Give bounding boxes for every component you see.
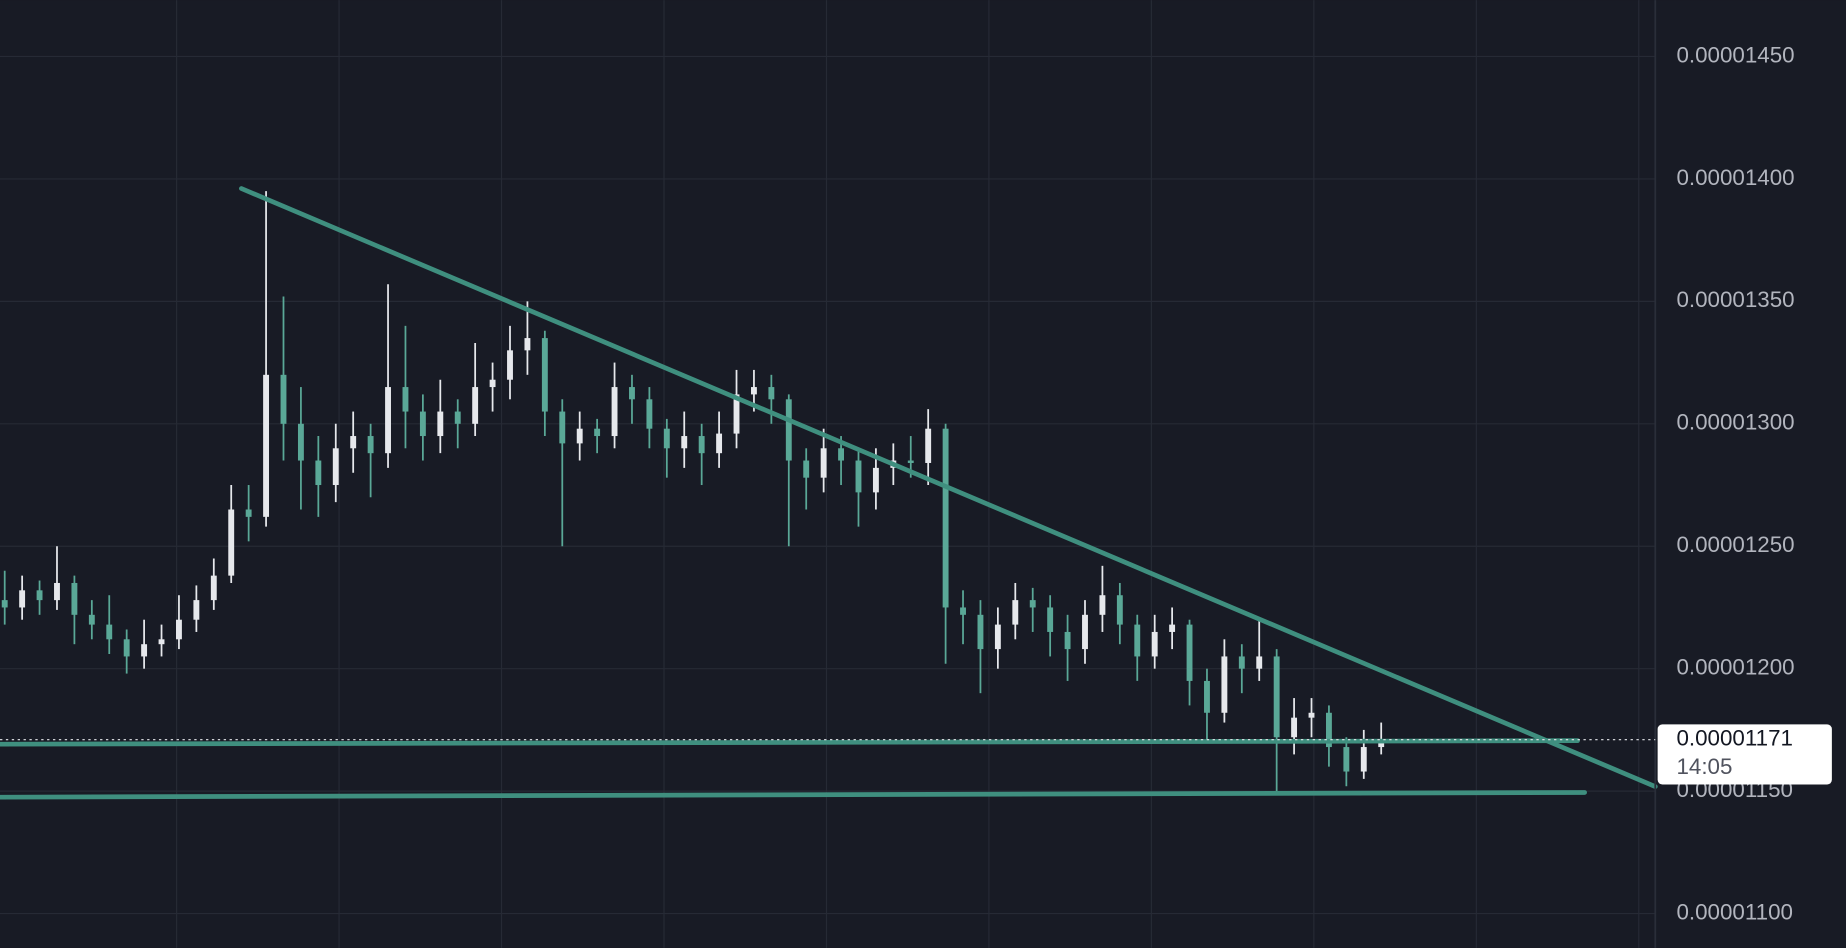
candle-body	[977, 614, 984, 650]
candle-body	[768, 387, 775, 400]
candle-body	[54, 582, 60, 601]
candle-body	[716, 433, 723, 454]
candle-body	[663, 428, 670, 449]
candles	[1, 191, 1385, 792]
candle-body	[698, 436, 705, 454]
last-price: 0.00001171 14:05	[0, 724, 1832, 785]
candle-body	[1291, 717, 1298, 738]
candle-body	[71, 582, 78, 615]
y-tick-label: 0.00001450	[1676, 42, 1794, 67]
candle-body	[297, 423, 304, 461]
candle-body	[1029, 600, 1036, 608]
y-tick-label: 0.00001400	[1676, 165, 1794, 190]
candle-body	[158, 639, 165, 645]
candle-body	[36, 590, 43, 601]
y-tick-label: 0.00001350	[1676, 287, 1794, 312]
candle-body	[1343, 747, 1350, 772]
candle-body	[994, 624, 1001, 650]
candle-body	[1099, 595, 1106, 615]
candle-body	[437, 411, 444, 437]
candle-body	[454, 411, 461, 424]
candle-body	[960, 607, 966, 615]
candle-body	[332, 448, 339, 486]
candle-body	[176, 619, 182, 640]
candle-body	[1151, 631, 1158, 657]
last-price-box	[1657, 724, 1832, 785]
candle-body	[1012, 600, 1019, 625]
candle-body	[1186, 624, 1193, 681]
candle-body	[1273, 656, 1280, 738]
candle-body	[611, 387, 618, 437]
candle-body	[576, 428, 583, 444]
candle-body	[1325, 712, 1332, 748]
candle-body	[733, 394, 740, 434]
candle-body	[1221, 656, 1228, 713]
candle-body	[385, 387, 391, 454]
candle-body	[1134, 624, 1141, 657]
candle-body	[1047, 607, 1054, 632]
candle-body	[19, 590, 26, 608]
candle-body	[629, 387, 635, 400]
candle-body	[1308, 712, 1315, 718]
candle-body	[419, 411, 426, 437]
candle-body	[942, 428, 949, 608]
candle-body	[855, 460, 862, 493]
price-axis: 0.000011000.000011500.000012000.00001250…	[1676, 42, 1794, 924]
candle-body	[820, 448, 827, 478]
candle-body	[681, 436, 688, 449]
drawings	[0, 186, 1658, 800]
candle-body	[193, 600, 200, 620]
y-tick-label: 0.00001250	[1676, 532, 1794, 557]
trendline	[238, 186, 1658, 789]
candle-body	[1360, 747, 1367, 772]
candle-body	[907, 460, 914, 463]
candle-body	[123, 639, 130, 657]
candle-body	[489, 379, 496, 388]
candle-body	[350, 436, 357, 449]
candle-body	[785, 399, 792, 461]
y-tick-label: 0.00001200	[1676, 655, 1794, 680]
candle-body	[1169, 624, 1176, 632]
candle-body	[507, 350, 513, 380]
candle-body	[838, 448, 845, 461]
y-tick-label: 0.00001300	[1676, 410, 1794, 435]
candle-body	[925, 428, 932, 463]
support-line	[0, 790, 1587, 800]
candle-body	[1, 600, 8, 608]
candle-body	[1204, 680, 1210, 713]
y-tick-label: 0.00001100	[1676, 899, 1792, 924]
candle-body	[228, 509, 235, 576]
candle-body	[280, 374, 287, 424]
candle-body	[210, 575, 217, 601]
candle-body	[141, 644, 148, 657]
support-line	[0, 738, 1580, 747]
candle-body	[1256, 656, 1263, 669]
candle-body	[1064, 631, 1071, 650]
candle-body	[1082, 614, 1088, 650]
countdown-label: 14:05	[1676, 754, 1732, 779]
candle-body	[106, 624, 113, 640]
candle-body	[750, 387, 757, 395]
candle-body	[559, 411, 566, 444]
candle-body	[402, 387, 409, 412]
candle-body	[88, 614, 95, 625]
candle-body	[872, 467, 879, 493]
candle-body	[367, 436, 374, 454]
candle-body	[1238, 656, 1245, 669]
candle-body	[594, 428, 601, 437]
candle-body	[245, 509, 252, 517]
candle-body	[541, 338, 548, 412]
candle-body	[315, 460, 322, 486]
candle-body	[1116, 595, 1123, 625]
candle-body	[263, 374, 270, 517]
candle-body	[524, 338, 531, 351]
candle-body	[803, 460, 810, 478]
candle-body	[646, 399, 653, 429]
last-price-label: 0.00001171	[1676, 726, 1792, 751]
candle-body	[472, 387, 479, 424]
